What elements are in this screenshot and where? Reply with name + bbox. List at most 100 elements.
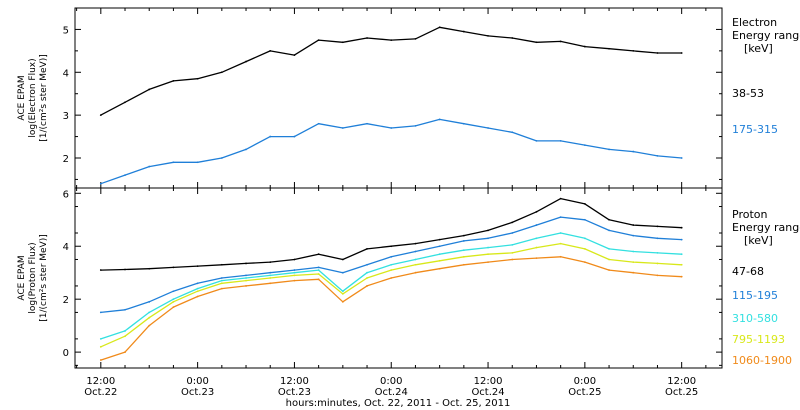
data-point [99,359,102,361]
legend-entry-38-53: 38-53 [732,87,764,100]
data-point [680,263,683,266]
data-point [196,290,199,293]
data-point [317,266,320,269]
data-point [341,271,344,274]
data-point [148,324,151,327]
data-point [535,246,538,249]
data-point [245,148,247,151]
data-point [608,247,610,250]
data-point [269,261,272,264]
data-point [608,258,610,261]
x-tick-date-label: Oct.24 [375,387,408,398]
x-tick-time-label: 12:00 [280,376,309,387]
data-point [438,26,441,29]
data-point [124,335,126,338]
data-point [462,234,465,237]
legend-entry-795-1193: 795-1193 [732,333,785,346]
data-point [390,255,393,258]
data-point [511,232,514,234]
legend-entry-175-315: 175-315 [732,123,778,136]
data-point [438,238,441,241]
data-point [608,218,610,221]
data-point [269,277,272,279]
legend-entries: 38-53 175-315 47-68 115-195 310-580 795-1193 1… [732,87,792,367]
data-point [462,255,465,258]
data-point [148,311,151,314]
data-point [632,234,635,237]
data-point [245,262,247,265]
data-point [390,277,393,279]
x-tick-time-label: 0:00 [380,376,402,387]
data-point [293,258,296,261]
electron-legend-title-2: Energy range [732,29,800,42]
data-point [511,131,514,134]
data-point [583,218,586,221]
data-point [148,267,151,270]
data-point [366,263,368,266]
data-point [511,37,514,39]
data-point [438,245,441,248]
data-point [656,154,659,157]
data-point [124,101,126,104]
x-tick-date-label: Oct.24 [471,387,504,398]
data-point [220,287,223,290]
data-point [220,263,223,266]
data-point [99,337,102,340]
data-point [487,261,489,264]
series-line-795-1193 [100,242,682,348]
data-point [366,285,368,287]
data-point [172,161,175,164]
data-point [535,257,538,260]
data-point [583,261,586,264]
data-point [366,37,368,39]
data-point [293,54,296,57]
data-point [99,311,102,314]
data-point [196,287,199,290]
electron-panel-frame [74,7,723,189]
data-point [656,225,659,228]
electron-legend-title-3: [keV] [744,42,773,55]
data-point [341,290,344,293]
data-point [414,263,417,266]
data-point [220,279,223,282]
data-point [341,258,344,261]
data-point [487,246,489,249]
data-point [317,253,320,256]
data-point [390,127,393,129]
data-point [196,77,199,80]
data-point [656,251,659,254]
data-point [559,242,562,245]
legend-entry-310-580: 310-580 [732,312,778,325]
data-point [124,351,126,354]
data-point [632,250,635,253]
data-point [196,265,199,267]
electron-ylabel-2: log(Electron Flux) [28,58,38,137]
data-point [656,274,659,277]
data-point [414,242,417,245]
data-point [172,306,175,309]
data-point [632,150,635,153]
x-tick-date-label: Oct.23 [181,387,214,398]
y-tick-label: 4 [63,68,69,79]
data-point [317,273,320,275]
data-point [317,278,320,281]
data-point [172,298,175,301]
data-point [487,237,489,240]
data-point [462,263,465,266]
data-point [220,277,223,279]
data-point [608,229,610,232]
y-tick-label: 2 [63,154,69,165]
data-point [269,271,272,274]
data-point [487,34,489,37]
data-point [487,229,489,232]
proton-ylabel-1: ACE EPAM [17,255,27,300]
data-point [341,300,344,303]
data-point [390,39,393,42]
data-point [632,261,635,264]
data-point [366,277,368,279]
data-point [535,210,538,213]
data-point [341,292,344,295]
proton-legend-title-1: Proton [732,208,767,221]
data-point [269,274,272,277]
data-point [511,244,514,246]
